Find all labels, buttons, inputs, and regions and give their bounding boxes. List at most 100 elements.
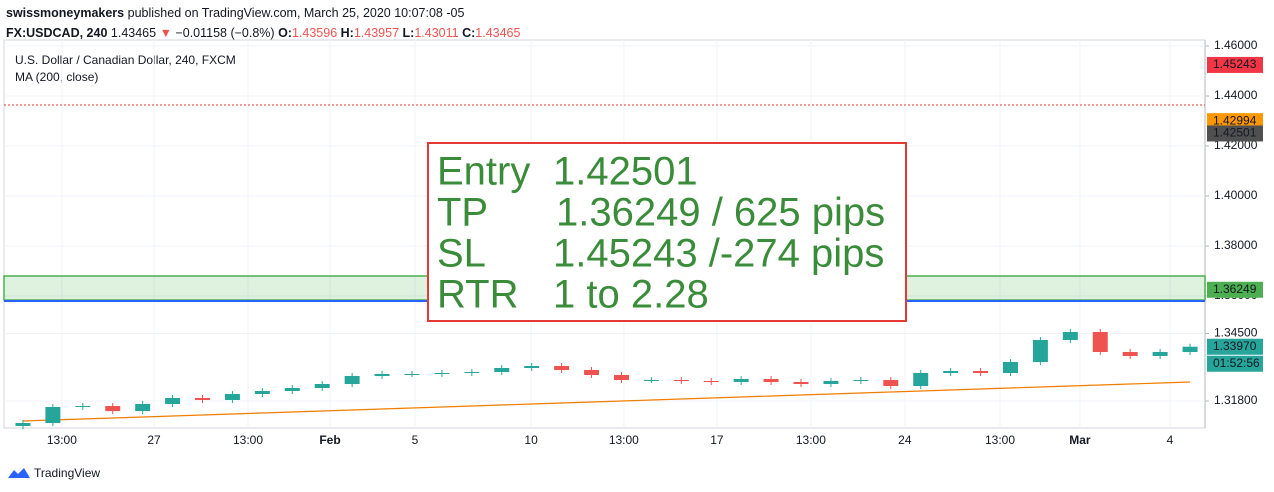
candle-body (1182, 346, 1198, 352)
candle-body (913, 373, 929, 386)
arrow: ▼ (159, 26, 172, 40)
x-tick-label: 24 (898, 433, 912, 447)
candle-body (434, 373, 450, 374)
y-tick-label: 1.34500 (1214, 326, 1258, 340)
ohlc-key: H: (340, 26, 354, 40)
candle-body (584, 370, 600, 375)
candle-body (224, 394, 240, 400)
annotation-value: 1.45243 /-274 pips (553, 232, 884, 276)
user[interactable]: swissmoneymakers (6, 6, 125, 20)
candle-body (195, 398, 210, 400)
annotation-key: SL (437, 232, 486, 276)
annotation-key: TP (437, 191, 488, 235)
candle-body (494, 368, 510, 372)
candle-body (733, 379, 749, 382)
y-tick-label: 1.31800 (1214, 393, 1258, 407)
candle-body (314, 384, 330, 388)
annotation-box (427, 142, 907, 322)
price-label: 1.36249 (1213, 282, 1257, 296)
candle-body (254, 391, 270, 394)
candle-body (135, 404, 151, 411)
candle-body (1032, 340, 1048, 362)
annotation-value: 1 to 2.28 (553, 273, 709, 317)
candle-body (165, 398, 181, 404)
x-tick-label: 13:00 (233, 433, 263, 447)
candle-body (1092, 332, 1108, 352)
price-label-bg (1207, 125, 1263, 142)
candle-body (943, 371, 959, 373)
x-tick-label: 5 (412, 433, 419, 447)
y-tick-label: 1.46000 (1214, 38, 1258, 52)
x-tick-label: 13:00 (609, 433, 639, 447)
candle-body (613, 375, 629, 380)
y-tick-label: 1.42000 (1214, 138, 1258, 152)
price-label: 1.42994 (1213, 113, 1257, 127)
candle-body (1122, 352, 1138, 356)
price-label-bg (1207, 281, 1263, 298)
candle-body (464, 372, 480, 373)
candle-body (1152, 352, 1168, 356)
price-label: 1.45243 (1213, 57, 1257, 71)
x-tick-label: Feb (319, 433, 340, 447)
candle-body (554, 366, 570, 370)
countdown: 01:52:56 (1213, 356, 1260, 370)
candle-body (1062, 332, 1078, 340)
quote-line: FX:USDCAD, 240 1.43465 ▼ −0.01158 (−0.8%… (6, 23, 520, 43)
x-tick-label: 13:00 (47, 433, 77, 447)
price-label-bg (1207, 56, 1263, 73)
header: swissmoneymakers published on TradingVie… (6, 3, 520, 43)
candle-body (404, 374, 420, 375)
price-label-bg (1207, 113, 1263, 130)
publish-line: swissmoneymakers published on TradingVie… (6, 3, 520, 23)
price-label-bg (1207, 338, 1263, 355)
symbol: FX:USDCAD, 240 (6, 26, 108, 40)
x-tick-label: 17 (710, 433, 724, 447)
candle-body (15, 423, 31, 426)
published: published on TradingView.com, March 25, … (127, 6, 465, 20)
annotation-value: 1.42501 (553, 150, 698, 194)
candle-body (853, 380, 869, 381)
logo-icon (8, 468, 30, 478)
y-tick-label: 1.44000 (1214, 88, 1258, 102)
x-tick-label: 13:00 (985, 433, 1015, 447)
x-tick-label: 13:00 (796, 433, 826, 447)
ohlc-key: L: (402, 26, 415, 40)
candle-body (673, 380, 689, 381)
ohlc-value: 1.43011 (414, 26, 459, 40)
candle-body (883, 380, 899, 386)
ohlc-key: O: (278, 26, 292, 40)
ma-line (22, 381, 1191, 422)
candle-body (763, 379, 779, 382)
candle-body (1003, 362, 1018, 373)
x-tick-label: 27 (147, 433, 161, 447)
candle-body (524, 366, 540, 368)
ohlc-value: 1.43957 (353, 26, 400, 40)
ohlc-value: 1.43465 (475, 26, 521, 40)
brand: TradingView (34, 466, 100, 480)
ohlc-value: 1.43596 (291, 26, 338, 40)
candle-body (643, 380, 659, 381)
ohlc-key: C: (462, 26, 476, 40)
candle-body (45, 407, 61, 423)
annotation-value: 1.36249 / 625 pips (556, 191, 885, 235)
change: −0.01158 (−0.8%) (175, 26, 275, 40)
candle-body (105, 406, 121, 411)
candle-body (703, 381, 719, 382)
last: 1.43465 (110, 26, 157, 40)
annotation-key: Entry (437, 150, 530, 194)
annotation-key: RTR (437, 273, 518, 317)
candle-body (793, 382, 809, 384)
x-tick-label: 4 (1167, 433, 1174, 447)
price-label: 1.33970 (1213, 339, 1257, 353)
chart-title: U.S. Dollar / Canadian Dollar, 240, FXCM (15, 53, 236, 67)
ma-legend: MA (200, close) (15, 70, 98, 84)
x-tick-label: Mar (1069, 433, 1091, 447)
candle-body (284, 388, 300, 391)
countdown-bg (1207, 355, 1263, 372)
annotation: Entry 1.42501 TP 1.36249 / 625 pips SL 1.4524… (427, 142, 907, 322)
candle-body (75, 406, 91, 407)
ohlc: O:1.43596 H:1.43957 L:1.43011 C:1.43465 (278, 26, 520, 40)
y-tick-label: 1.40000 (1214, 188, 1258, 202)
y-tick-label: 1.38000 (1214, 238, 1258, 252)
